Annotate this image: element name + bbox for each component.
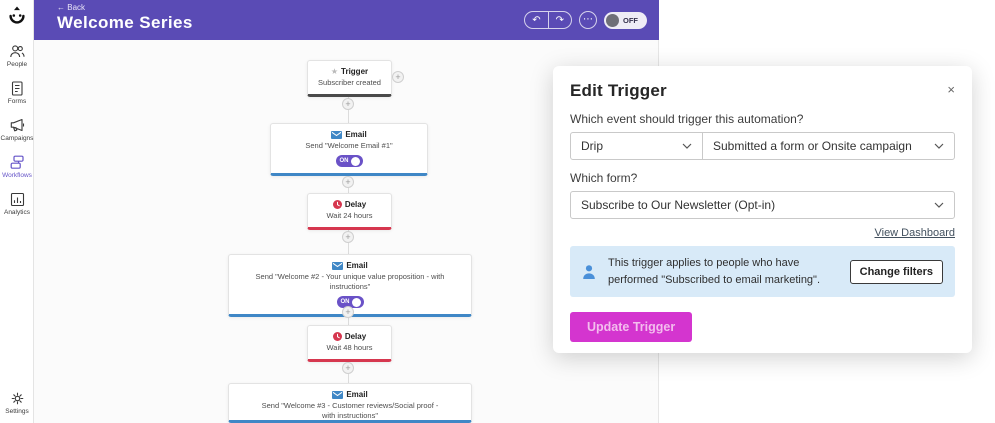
node-subtitle: Wait 24 hours — [326, 211, 373, 220]
node-subtitle: Send "Welcome #2 - Your unique value pro… — [255, 272, 445, 292]
workflow-node-email-3[interactable]: Email Send "Welcome #3 - Customer review… — [228, 383, 472, 423]
trigger-event-select-group: Drip Submitted a form or Onsite campaign — [570, 132, 955, 160]
campaigns-icon — [0, 118, 34, 133]
toggle-knob — [351, 297, 361, 307]
node-title: Email — [346, 390, 368, 399]
node-subtitle: Send "Welcome Email #1" — [305, 141, 393, 150]
add-step-button[interactable]: + — [342, 306, 354, 318]
workflow-node-trigger[interactable]: ★ Trigger Subscriber created — [307, 60, 392, 98]
form-select[interactable]: Subscribe to Our Newsletter (Opt-in) — [570, 191, 955, 219]
event-select[interactable]: Submitted a form or Onsite campaign — [703, 133, 954, 159]
chevron-down-icon — [934, 202, 944, 208]
add-step-button[interactable]: + — [342, 98, 354, 110]
sidebar-item-label: Settings — [5, 408, 29, 415]
email-icon — [332, 390, 344, 399]
workflow-node-delay-1[interactable]: Delay Wait 24 hours — [307, 193, 392, 231]
sidebar-item-forms[interactable]: Forms — [0, 81, 34, 105]
workflows-icon — [0, 155, 34, 170]
form-question-label: Which form? — [570, 171, 638, 185]
close-icon[interactable]: × — [947, 82, 955, 97]
sidebar-item-label: Campaigns — [0, 135, 34, 142]
add-step-button[interactable]: + — [342, 231, 354, 243]
node-subtitle: Send "Welcome #3 - Customer reviews/Soci… — [261, 401, 439, 421]
node-subtitle: Wait 48 hours — [326, 343, 373, 352]
event-select-value: Submitted a form or Onsite campaign — [713, 139, 912, 153]
sidebar-item-label: Analytics — [3, 209, 30, 216]
page-title: Welcome Series — [57, 13, 193, 32]
add-step-button[interactable]: + — [342, 362, 354, 374]
node-title: Email — [345, 130, 367, 139]
people-icon — [0, 44, 34, 59]
person-icon — [582, 264, 596, 280]
chevron-down-icon — [934, 143, 944, 149]
header-controls: ↶ ↷ ⋯ OFF — [524, 11, 647, 29]
node-subtitle: Subscriber created — [318, 78, 381, 87]
toggle-knob — [350, 156, 360, 166]
back-link[interactable]: ← Back — [57, 3, 86, 12]
provider-select-value: Drip — [581, 139, 604, 153]
provider-select[interactable]: Drip — [571, 133, 703, 159]
add-branch-button[interactable]: + — [392, 71, 404, 83]
toggle-knob — [606, 13, 619, 27]
sidebar: People Forms Campaigns Wo — [0, 0, 34, 423]
trigger-info-banner: This trigger applies to people who have … — [570, 246, 955, 297]
forms-icon — [0, 81, 34, 96]
sidebar-item-label: Forms — [7, 98, 27, 105]
sidebar-item-settings[interactable]: Settings — [0, 391, 34, 415]
email-enabled-toggle[interactable]: ON — [335, 155, 363, 168]
sidebar-item-people[interactable]: People — [0, 44, 34, 68]
change-filters-button[interactable]: Change filters — [849, 259, 943, 284]
sidebar-item-label: People — [6, 61, 28, 68]
clock-icon — [332, 200, 342, 209]
node-title: Trigger — [341, 67, 369, 76]
email-icon — [331, 130, 343, 139]
analytics-icon — [0, 192, 34, 207]
sidebar-item-analytics[interactable]: Analytics — [0, 192, 34, 216]
modal-title: Edit Trigger — [570, 81, 667, 100]
add-step-button[interactable]: + — [342, 176, 354, 188]
email-enabled-toggle[interactable]: ON — [336, 296, 364, 309]
redo-button[interactable]: ↷ — [547, 12, 571, 28]
edit-trigger-modal: Edit Trigger × Which event should trigge… — [553, 66, 972, 353]
trigger-info-text: This trigger applies to people who have … — [608, 257, 821, 286]
update-trigger-button[interactable]: Update Trigger — [570, 312, 693, 342]
workflow-header: ← Back Welcome Series ↶ ↷ ⋯ OFF — [34, 0, 659, 40]
workflow-node-delay-2[interactable]: Delay Wait 48 hours — [307, 325, 392, 363]
node-title: Delay — [344, 200, 367, 209]
toggle-state-label: OFF — [623, 15, 638, 25]
sidebar-item-workflows[interactable]: Workflows — [0, 155, 34, 179]
toggle-state-label: ON — [340, 299, 350, 306]
node-title: Email — [346, 261, 368, 270]
node-title: Delay — [344, 332, 367, 341]
workflow-node-email-1[interactable]: Email Send "Welcome Email #1" ON — [270, 123, 428, 177]
undo-redo-group: ↶ ↷ — [524, 11, 572, 29]
form-select-value: Subscribe to Our Newsletter (Opt-in) — [581, 198, 776, 212]
email-icon — [332, 261, 344, 270]
back-arrow-icon: ← — [57, 3, 65, 12]
toggle-state-label: ON — [339, 158, 349, 165]
sidebar-item-campaigns[interactable]: Campaigns — [0, 118, 34, 142]
drip-logo[interactable] — [7, 5, 27, 29]
clock-icon — [332, 332, 342, 341]
settings-icon — [0, 391, 34, 406]
view-dashboard-link[interactable]: View Dashboard — [874, 227, 955, 239]
workflow-active-toggle[interactable]: OFF — [604, 11, 647, 29]
undo-button[interactable]: ↶ — [532, 15, 541, 26]
event-question-label: Which event should trigger this automati… — [570, 112, 804, 126]
sidebar-item-label: Workflows — [2, 172, 32, 179]
chevron-down-icon — [682, 143, 692, 149]
star-icon: ★ — [330, 67, 339, 76]
more-options-button[interactable]: ⋯ — [579, 11, 597, 29]
